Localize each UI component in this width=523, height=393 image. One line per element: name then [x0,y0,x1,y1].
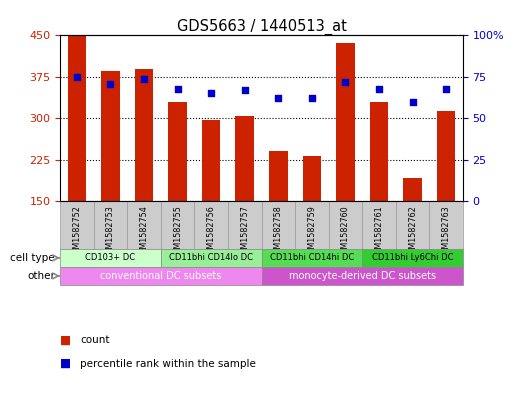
Text: GSM1582762: GSM1582762 [408,205,417,259]
Text: GSM1582758: GSM1582758 [274,205,283,259]
Text: GSM1582752: GSM1582752 [72,205,82,259]
Text: CD11bhi Ly6Chi DC: CD11bhi Ly6Chi DC [372,253,453,263]
Text: GSM1582761: GSM1582761 [374,205,383,259]
Bar [362,249,463,267]
Text: cell type: cell type [10,253,55,263]
Point [308,95,316,102]
Point [341,79,349,85]
Bar [262,267,463,285]
Bar [161,249,262,267]
Bar [195,202,228,249]
Bar [437,111,456,202]
Text: CD103+ DC: CD103+ DC [85,253,135,263]
Bar [295,202,328,249]
Text: ■: ■ [60,357,71,370]
Bar [370,102,388,202]
Text: GSM1582757: GSM1582757 [240,205,249,259]
Bar [228,202,262,249]
Point [174,85,182,92]
Point [73,74,81,80]
Point [241,87,249,93]
Bar [336,42,355,202]
Text: GSM1582755: GSM1582755 [173,205,182,259]
Point [207,90,215,97]
Text: CD11bhi CD14lo DC: CD11bhi CD14lo DC [169,253,253,263]
Bar [403,178,422,202]
Point [274,95,282,102]
Text: GSM1582763: GSM1582763 [441,205,451,259]
Text: other: other [27,271,55,281]
Point [375,85,383,92]
Text: GSM1582760: GSM1582760 [341,205,350,259]
Point [408,99,417,105]
Bar [362,202,396,249]
Bar [328,202,362,249]
Bar [60,202,94,249]
Bar [396,202,429,249]
Text: GSM1582754: GSM1582754 [140,205,149,259]
Bar [262,249,362,267]
Bar [94,202,127,249]
Text: ■: ■ [60,333,71,347]
Bar [101,72,120,202]
Bar [60,249,161,267]
Point [106,81,115,87]
Text: GSM1582756: GSM1582756 [207,205,215,259]
Text: GSM1582759: GSM1582759 [308,205,316,259]
Text: count: count [80,335,109,345]
Text: CD11bhi CD14hi DC: CD11bhi CD14hi DC [270,253,354,263]
Bar [127,202,161,249]
Bar [135,69,153,202]
Bar [161,202,195,249]
Text: GSM1582753: GSM1582753 [106,205,115,259]
Text: monocyte-derived DC subsets: monocyte-derived DC subsets [289,271,436,281]
Point [442,85,450,92]
Bar [168,102,187,202]
Bar [429,202,463,249]
Bar [262,202,295,249]
Text: conventional DC subsets: conventional DC subsets [100,271,222,281]
Bar [269,151,288,202]
Bar [67,35,86,202]
Bar [60,267,262,285]
Bar [235,116,254,202]
Text: percentile rank within the sample: percentile rank within the sample [80,358,256,369]
Bar [202,120,220,202]
Bar [303,156,321,202]
Point [140,75,148,82]
Title: GDS5663 / 1440513_at: GDS5663 / 1440513_at [177,19,346,35]
